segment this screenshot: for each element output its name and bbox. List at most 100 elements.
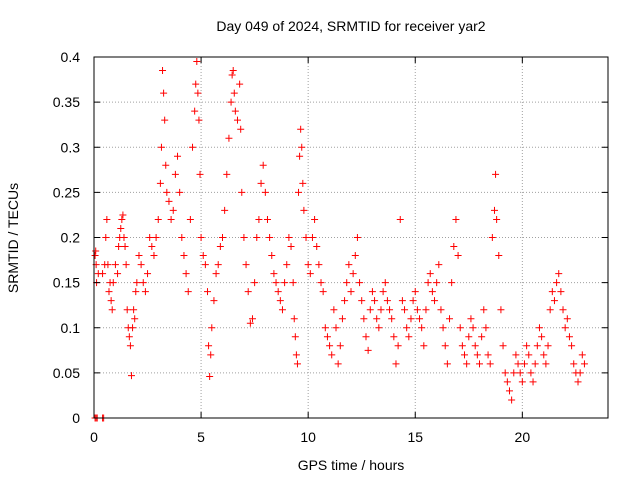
data-point <box>201 261 209 269</box>
x-axis-label: GPS time / hours <box>298 457 405 473</box>
data-point <box>242 261 250 269</box>
data-point <box>191 107 199 115</box>
data-point <box>510 369 518 377</box>
data-point <box>366 306 374 314</box>
data-point <box>523 342 531 350</box>
data-point <box>135 252 143 260</box>
data-point <box>486 360 494 368</box>
data-point <box>278 306 286 314</box>
data-point <box>512 351 520 359</box>
data-point <box>291 333 299 341</box>
y-tick-label: 0.2 <box>61 230 81 246</box>
data-point <box>293 360 301 368</box>
data-point <box>330 306 338 314</box>
data-point <box>130 306 138 314</box>
data-point <box>129 324 137 332</box>
data-point <box>456 324 464 332</box>
y-tick-label: 0.35 <box>53 94 80 110</box>
data-point <box>133 279 141 287</box>
data-point <box>91 252 99 260</box>
data-point <box>362 333 370 341</box>
data-point <box>111 261 119 269</box>
data-point <box>411 288 419 296</box>
data-point <box>323 333 331 341</box>
data-point <box>336 342 344 350</box>
data-point <box>194 89 202 97</box>
data-point <box>388 315 396 323</box>
data-point <box>308 234 316 241</box>
data-point <box>435 261 443 269</box>
data-point <box>231 107 239 115</box>
data-point <box>467 315 475 323</box>
data-point <box>304 261 312 269</box>
data-point <box>184 288 192 296</box>
data-point <box>531 360 539 368</box>
data-point <box>578 351 586 359</box>
data-point <box>255 215 263 223</box>
data-point <box>326 342 334 350</box>
data-point <box>499 342 507 350</box>
y-tick-label: 0.15 <box>53 275 80 291</box>
data-point <box>144 270 152 278</box>
data-point <box>299 179 307 187</box>
data-point <box>557 288 565 296</box>
y-tick-label: 0 <box>72 410 80 426</box>
data-point <box>413 306 421 314</box>
data-point <box>162 161 170 169</box>
data-point <box>197 234 205 241</box>
data-point <box>317 279 325 287</box>
data-point <box>238 188 246 196</box>
data-point <box>392 360 400 368</box>
data-point <box>146 234 154 241</box>
data-point <box>418 324 426 332</box>
data-point <box>148 243 156 251</box>
data-point <box>118 215 126 223</box>
y-tick-label: 0.05 <box>53 365 80 381</box>
data-point <box>580 360 588 368</box>
data-point <box>139 279 147 287</box>
data-point <box>296 152 304 160</box>
data-point <box>297 125 305 133</box>
y-axis-label: SRMTID / TECUs <box>5 183 21 293</box>
data-point <box>343 279 351 287</box>
data-point <box>364 346 372 354</box>
data-point <box>199 252 207 260</box>
y-tick-label: 0.1 <box>61 320 81 336</box>
y-tick-label: 0.25 <box>53 184 80 200</box>
data-point <box>117 224 125 232</box>
data-point <box>298 143 306 151</box>
data-point <box>223 170 231 178</box>
data-point <box>163 188 171 196</box>
data-point <box>490 206 498 214</box>
data-point <box>290 315 298 323</box>
data-point <box>167 215 175 223</box>
data-point <box>248 315 256 323</box>
data-point <box>448 279 456 287</box>
data-point <box>131 315 139 323</box>
data-point <box>508 396 516 404</box>
data-point <box>152 234 160 241</box>
data-point <box>501 369 509 377</box>
data-point <box>156 179 164 187</box>
data-point <box>520 360 528 368</box>
data-point <box>568 342 576 350</box>
data-point <box>555 270 563 278</box>
data-point <box>105 288 113 296</box>
data-point <box>227 98 235 106</box>
data-point <box>216 243 224 251</box>
data-point <box>253 234 261 241</box>
data-point <box>426 270 434 278</box>
data-point <box>268 252 276 260</box>
data-point <box>424 279 432 287</box>
data-point <box>115 243 123 251</box>
data-point <box>398 297 406 305</box>
data-point <box>119 211 127 219</box>
data-point <box>225 134 233 142</box>
data-point <box>127 372 135 380</box>
data-point <box>206 372 214 380</box>
data-point <box>381 279 389 287</box>
data-point <box>109 279 117 287</box>
data-point <box>368 288 376 296</box>
data-point <box>272 279 280 287</box>
